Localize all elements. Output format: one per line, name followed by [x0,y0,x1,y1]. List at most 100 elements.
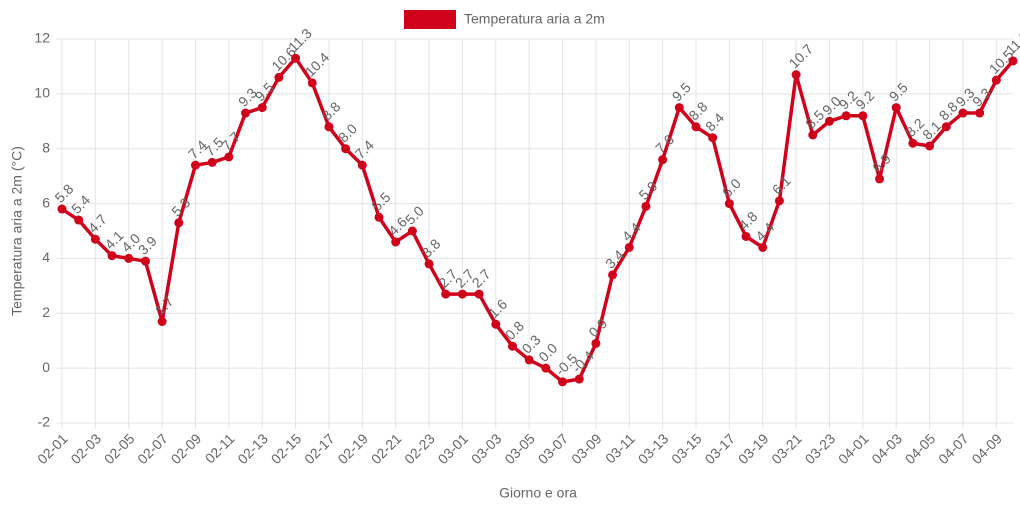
data-label: 0.9 [585,315,610,340]
point [507,341,517,351]
point [724,199,734,209]
x-tick-label: 04-09 [968,430,1005,467]
point [90,234,100,244]
x-tick-label: 02-09 [168,430,205,467]
data-label: 5.3 [168,194,193,219]
point [558,377,568,387]
x-tick-label: 03-11 [602,430,638,466]
data-label: 5.9 [635,178,660,203]
point [374,212,384,222]
data-label: 8.8 [318,98,343,123]
point [474,289,484,299]
y-tick-label: 2 [42,304,50,320]
point [674,103,684,113]
y-tick-label: 10 [34,85,50,101]
point [190,160,200,170]
x-tick-label: 03-13 [635,430,672,467]
data-label: 3.4 [602,246,627,271]
point [791,70,801,80]
data-label: 10.7 [786,41,817,72]
point [824,116,834,126]
x-tick-label: 02-19 [334,430,371,467]
point [858,111,868,121]
point [174,218,184,228]
point [774,196,784,206]
x-tick-label: 02-23 [401,430,438,467]
point [741,231,751,241]
point [74,215,84,225]
y-axis-title: Temperatura aria a 2m (°C) [9,146,25,316]
point [291,53,301,63]
y-tick-label: 8 [42,139,50,155]
point [157,317,167,327]
x-tick-label: 04-05 [902,430,939,467]
data-label: 6.1 [769,172,794,197]
point [424,259,434,269]
point [224,152,234,162]
point [541,363,551,373]
point [341,144,351,154]
x-tick-label: 04-07 [935,430,972,467]
data-label: 2.7 [469,266,494,291]
point [958,108,968,118]
y-tick-label: 0 [42,359,50,375]
data-label: 7.6 [652,131,677,156]
data-label: 9.5 [886,79,911,104]
x-tick-label: 02-15 [268,430,305,467]
legend-swatch[interactable] [404,10,456,29]
x-tick-label: 02-07 [134,430,171,467]
data-label: 8.1 [919,117,944,142]
data-label: 9.5 [669,79,694,104]
line [61,56,1015,384]
point [274,72,284,82]
point [407,226,417,236]
point [391,237,401,247]
point [57,204,67,214]
point [758,242,768,252]
point [925,141,935,151]
point [140,256,150,266]
point [841,111,851,121]
point [875,174,885,184]
point [307,78,317,88]
x-tick-label: 02-11 [202,430,238,466]
legend-label[interactable]: Temperatura aria a 2m [464,11,605,27]
point [457,289,467,299]
point [891,103,901,113]
point [357,160,367,170]
point [241,108,251,118]
x-tick-label: 03-09 [568,430,605,467]
point [641,201,651,211]
point [991,75,1001,85]
point [975,108,985,118]
point [257,103,267,113]
point [1008,56,1018,66]
x-tick-label: 03-15 [668,430,705,467]
x-tick-label: 02-13 [234,430,271,467]
y-tick-label: 12 [34,30,50,46]
point [808,130,818,140]
point [574,374,584,384]
x-axis-title: Giorno e ora [499,485,577,501]
point [107,251,117,261]
point [941,122,951,132]
x-tick-label: 04-03 [868,430,905,467]
x-tick-label: 02-05 [101,430,138,467]
x-tick-label: 03-17 [701,430,738,467]
x-tick-label: 03-07 [535,430,572,467]
point [124,253,134,263]
data-label: 9.2 [852,87,877,112]
x-tick-label: 03-23 [802,430,839,467]
point [608,270,618,280]
x-tick-label: 03-21 [768,430,805,467]
x-tick-label: 03-01 [435,430,472,467]
x-tick-label: 02-03 [67,430,104,467]
y-tick-label: 4 [42,249,50,265]
point [591,338,601,348]
point [908,138,918,148]
x-tick-label: 02-17 [301,430,338,467]
x-tick-label: 03-19 [735,430,772,467]
y-tick-label: -2 [38,414,51,430]
point [524,355,534,365]
